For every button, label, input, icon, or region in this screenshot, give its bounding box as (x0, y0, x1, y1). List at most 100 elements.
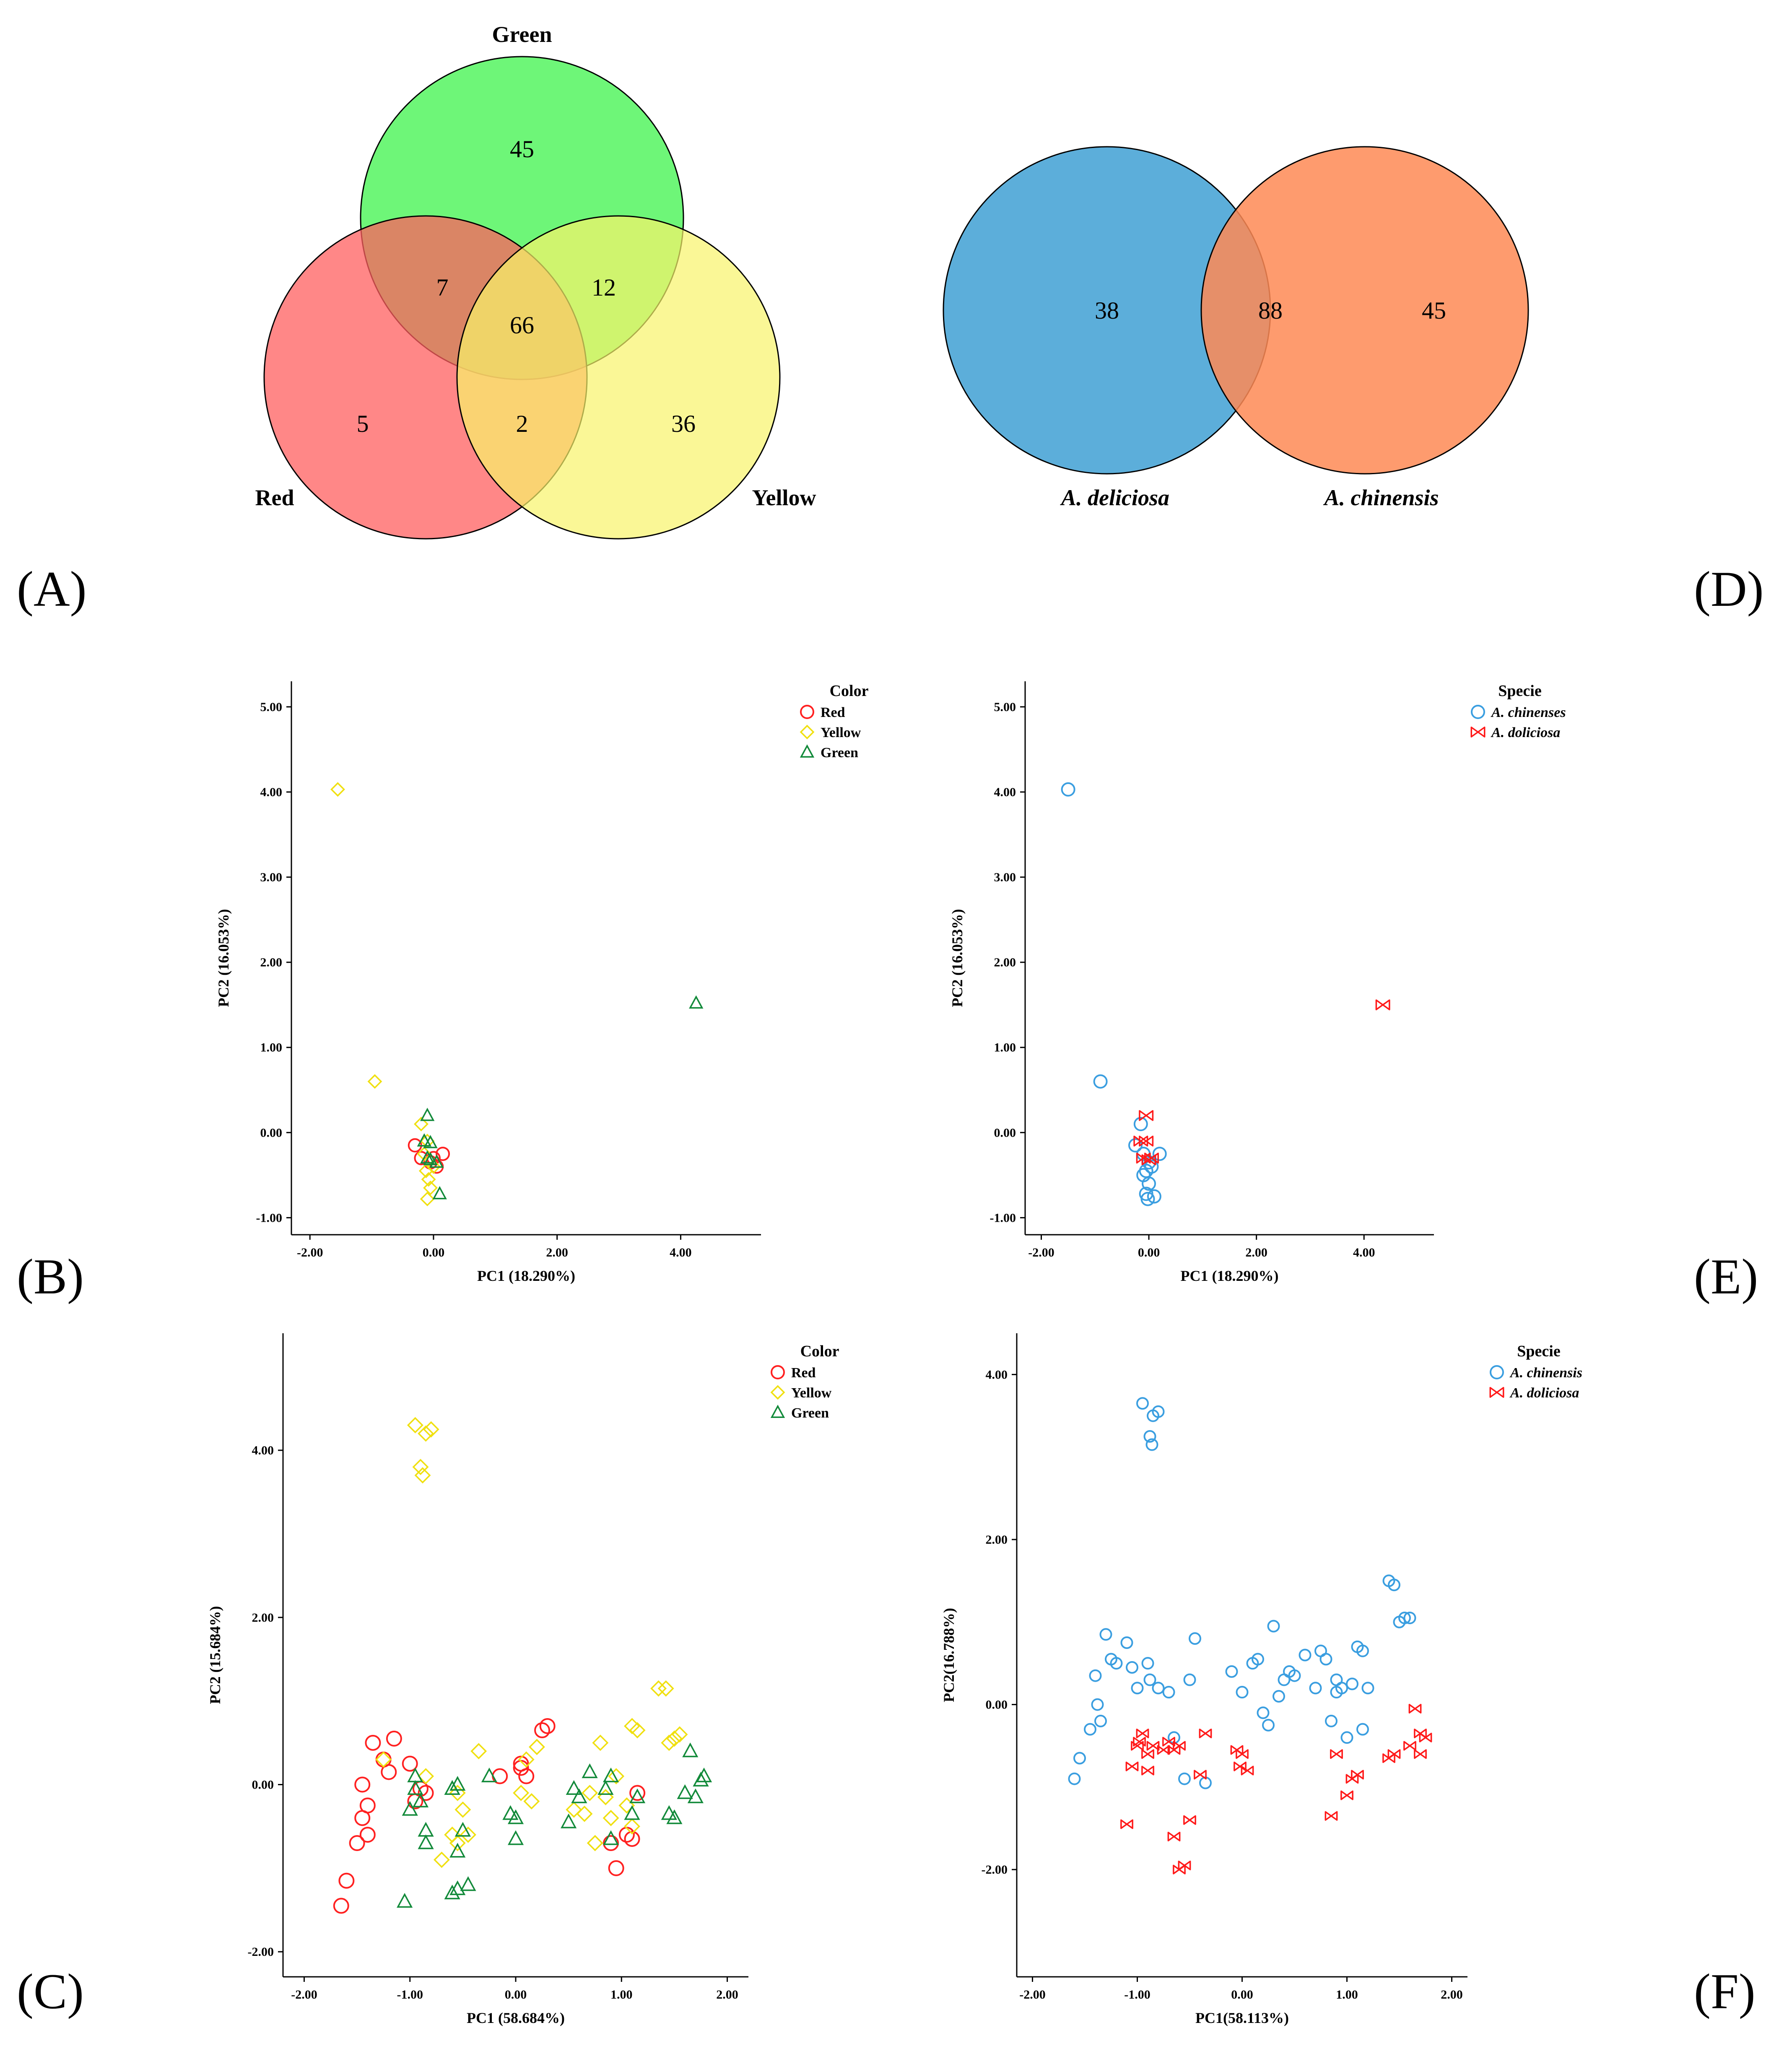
plot-f-y-tick-label: 2.00 (986, 1533, 1008, 1547)
plot-c-point-triangle (507, 1830, 524, 1845)
plot-b-legend-title: Color (830, 682, 869, 700)
plot-e-point-circle (1093, 1074, 1108, 1089)
plot-c-point-diamond (433, 1851, 450, 1868)
plot-c-point-triangle (666, 1809, 683, 1824)
plot-b-y-tick-label: 3.00 (260, 870, 283, 884)
plot-e-legend-entry: A. doliciosa (1491, 725, 1560, 740)
plot-c-point-diamond (576, 1805, 593, 1822)
plot-c-point-triangle (566, 1780, 582, 1795)
plot-c-point-diamond (423, 1421, 439, 1438)
plot-c-point-circle (629, 1785, 646, 1801)
plot-c-legend-marker (770, 1405, 785, 1418)
plot-e-y-tick-label: 2.00 (994, 956, 1016, 969)
plot-e-y-tick-label: -1.00 (990, 1211, 1016, 1225)
plot-c-point-diamond (407, 1417, 423, 1433)
plot-f-point-circle (1403, 1611, 1416, 1624)
plot-f-point-bowtie (1183, 1815, 1196, 1825)
plot-c-point-diamond (657, 1680, 674, 1697)
plot-c-point-diamond (629, 1722, 646, 1739)
plot-f-y-tick-label: 0.00 (986, 1698, 1008, 1712)
plot-f-point-bowtie (1136, 1728, 1149, 1738)
plot-c-point-diamond (566, 1801, 582, 1818)
plot-c-point-diamond (460, 1826, 476, 1843)
plot-b-x-tick-label: 0.00 (423, 1246, 445, 1259)
venn-d-deliciosa-only: 38 (1095, 297, 1119, 324)
plot-c-point-triangle (603, 1767, 619, 1783)
plot-f-point-bowtie (1173, 1741, 1186, 1751)
plot-c-point-triangle (412, 1792, 429, 1807)
venn-a-yellow-only: 36 (671, 410, 696, 437)
plot-c-legend-entry: Red (791, 1365, 816, 1381)
plot-e-x-tick-label: 2.00 (1245, 1246, 1267, 1259)
plot-f-point-circle (1131, 1682, 1144, 1695)
plot-b-y-tick-label: -1.00 (256, 1211, 283, 1225)
plot-c-point-circle (365, 1734, 381, 1751)
plot-b-y-axis-label: PC2 (16.053%) (215, 909, 232, 1007)
plot-f-point-circle (1183, 1673, 1196, 1686)
venn-a-green-label: Green (492, 22, 552, 47)
plot-f-point-bowtie (1236, 1749, 1249, 1759)
plot-b-point-triangle (417, 1133, 432, 1147)
plot-f-point-circle (1073, 1752, 1086, 1765)
plot-e-point-circle (1133, 1117, 1148, 1131)
plot-e-x-tick-label: -2.00 (1028, 1246, 1054, 1259)
plot-f-point-circle (1120, 1636, 1133, 1649)
plot-f-y-tick-label: 4.00 (986, 1368, 1008, 1381)
plot-e-point-bowtie (1139, 1110, 1154, 1121)
plot-f-point-bowtie (1325, 1811, 1338, 1821)
plot-f-point-circle (1091, 1698, 1104, 1711)
plot-f-point-bowtie (1125, 1761, 1139, 1771)
plot-e-point-bowtie (1139, 1135, 1154, 1147)
plot-f-legend-entry: A. chinensis (1509, 1365, 1582, 1381)
plot-b-point-diamond (423, 1180, 438, 1195)
plot-f-y-tick-label: -2.00 (982, 1863, 1008, 1877)
plot-c-point-circle (338, 1872, 355, 1889)
plot-f-point-circle (1356, 1644, 1369, 1657)
plot-f-point-circle (1068, 1772, 1081, 1785)
plot-b-y-tick-label: 0.00 (260, 1126, 283, 1140)
plot-f-point-circle (1236, 1686, 1249, 1699)
plot-c-point-triangle (696, 1767, 712, 1783)
venn-d-deliciosa-label: A. deliciosa (1060, 485, 1169, 510)
plot-c-legend-marker (771, 1365, 785, 1379)
plot-e-point-circle (1140, 1192, 1155, 1206)
plot-c-point-triangle (507, 1809, 524, 1824)
plot-f-point-bowtie (1194, 1770, 1207, 1780)
plot-b-point-triangle (420, 1108, 435, 1121)
venn-a-green-red: 7 (436, 274, 449, 301)
plot-c-x-tick-label: 0.00 (505, 1988, 527, 2002)
plot-c-point-diamond (523, 1793, 540, 1810)
plot-f-x-tick-label: 1.00 (1336, 1988, 1358, 2002)
plot-e-x-axis-label: PC1 (18.290%) (1181, 1267, 1279, 1284)
plot-f-point-bowtie (1340, 1790, 1353, 1800)
plot-f-point-circle (1309, 1682, 1322, 1695)
plot-c-legend-entry: Green (791, 1405, 829, 1421)
plot-c-point-triangle (597, 1780, 614, 1795)
plot-f-point-circle (1356, 1723, 1369, 1736)
plot-e-y-tick-label: 3.00 (994, 870, 1016, 884)
plot-f-point-bowtie (1408, 1703, 1422, 1714)
plot-f-point-circle (1340, 1731, 1353, 1744)
plot-f-point-circle (1257, 1706, 1270, 1719)
plot-b-point-triangle (432, 1186, 447, 1200)
plot-f-point-circle (1398, 1611, 1411, 1624)
plot-f-point-circle (1252, 1653, 1264, 1666)
plot-c-point-triangle (444, 1884, 460, 1900)
plot-c-point-triangle (402, 1801, 418, 1816)
plot-f-point-circle (1330, 1686, 1343, 1699)
venn-a-all: 66 (510, 312, 534, 339)
plot-c-point-triangle (561, 1813, 577, 1828)
plot-c-y-tick-label: 4.00 (252, 1444, 274, 1457)
plot-c-point-diamond (661, 1734, 678, 1751)
plot-c-legend-marker (770, 1385, 785, 1400)
plot-c-point-triangle (571, 1788, 587, 1803)
plot-c-legend-entry: Yellow (791, 1385, 832, 1401)
plot-b-point-diamond (417, 1146, 432, 1161)
plot-e-point-circle (1147, 1189, 1161, 1204)
plot-c-point-triangle (603, 1830, 619, 1845)
plot-c-point-diamond (454, 1801, 471, 1818)
plot-c-point-diamond (518, 1751, 535, 1768)
plot-f-point-circle (1178, 1772, 1191, 1785)
plot-e-x-tick-label: 4.00 (1353, 1246, 1375, 1259)
plot-c-y-axis-label: PC2 (15.684%) (207, 1606, 223, 1704)
